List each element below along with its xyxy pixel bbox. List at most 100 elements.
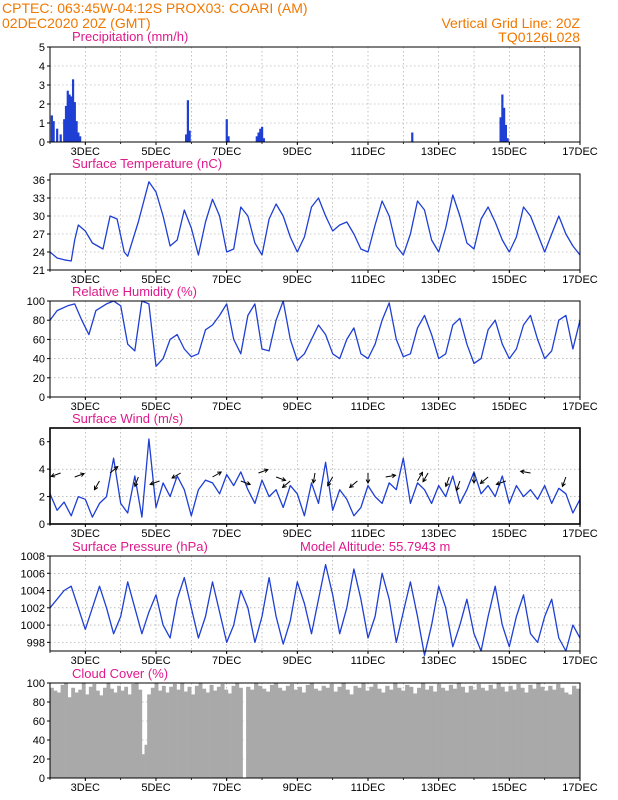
y-tick-label: 0 xyxy=(39,392,45,404)
y-tick-label: 0 xyxy=(39,773,45,785)
wind-arrow xyxy=(385,474,396,478)
cloud-bar xyxy=(484,690,489,778)
y-tick-label: 21 xyxy=(33,265,45,277)
cloud-bar xyxy=(301,692,307,778)
cloud-bar xyxy=(113,692,118,778)
cloud-bar xyxy=(281,690,287,778)
wind-arrow-head xyxy=(422,477,427,483)
precip-bar xyxy=(262,138,265,142)
cloud-bar xyxy=(564,692,569,778)
x-tick-label: 7DEC xyxy=(212,146,241,158)
x-tick-label: 13DEC xyxy=(421,782,457,794)
cloud-bar xyxy=(492,688,497,778)
x-tick-label: 9DEC xyxy=(283,655,312,667)
cloud-bar xyxy=(536,683,541,778)
wind-arrow xyxy=(349,480,358,488)
precip-bar xyxy=(59,134,62,142)
wind-arrow xyxy=(520,470,531,474)
precip-bar xyxy=(501,94,504,142)
x-tick-label: 3DEC xyxy=(71,274,100,286)
panel-4: 998 1000 1002 1004 1006 1008 3DEC 5DEC 7DEC 9DEC 1… xyxy=(21,551,598,667)
cloud-bar xyxy=(194,685,199,778)
wind-arrow-head xyxy=(391,473,397,479)
cloud-bar xyxy=(191,694,196,778)
cloud-bar xyxy=(464,692,469,778)
cloud-bar xyxy=(198,683,203,778)
x-tick-label: 3DEC xyxy=(71,655,100,667)
cloud-bar xyxy=(81,683,86,778)
cloud-bar xyxy=(349,694,354,778)
x-tick-label: 13DEC xyxy=(421,274,457,286)
y-tick-label: 100 xyxy=(27,296,45,308)
precip-bar xyxy=(188,130,191,142)
cloud-bar xyxy=(50,687,54,778)
cloud-bar xyxy=(265,691,271,778)
y-tick-label: 1000 xyxy=(21,620,45,632)
wind-arrow xyxy=(480,476,489,484)
wind-arrow-head xyxy=(113,465,119,471)
cloud-bar xyxy=(169,686,174,778)
wind-arrow-head xyxy=(479,479,485,485)
x-tick-label: 15DEC xyxy=(492,782,528,794)
cloud-bar xyxy=(297,686,303,778)
cloud-bar xyxy=(183,691,188,778)
cloud-bar xyxy=(325,687,330,778)
cloud-bar xyxy=(520,687,525,778)
y-tick-label: 6 xyxy=(39,437,45,449)
x-tick-label: 9DEC xyxy=(283,401,312,413)
wind-arrow xyxy=(74,473,85,478)
cloud-bar xyxy=(293,689,299,778)
cloud-bar xyxy=(64,683,68,778)
cloud-bar xyxy=(321,685,326,778)
cloud-bar xyxy=(141,754,145,778)
cloud-bar xyxy=(110,688,114,778)
cloud-bar xyxy=(428,685,434,778)
cloud-bar xyxy=(377,688,382,778)
wind-arrow-head xyxy=(471,479,477,485)
cloud-bar xyxy=(187,686,192,778)
cloud-bar xyxy=(468,685,473,778)
x-tick-label: 5DEC xyxy=(141,146,170,158)
wind-arrow-head xyxy=(50,473,56,478)
y-tick-label: 36 xyxy=(33,175,45,187)
precip-bar xyxy=(506,138,509,142)
cloud-bar xyxy=(361,683,366,778)
wind-arrow xyxy=(134,476,139,487)
cloud-bar xyxy=(147,694,152,778)
cloud-bar xyxy=(78,689,83,778)
cloud-bar xyxy=(124,686,129,778)
cloud-bar xyxy=(572,685,577,778)
wind-arrow-head xyxy=(519,469,525,475)
precip-bar xyxy=(503,107,506,142)
wind-arrow-head xyxy=(133,482,139,488)
wind-arrow-head xyxy=(246,481,252,486)
wind-arrow-head xyxy=(418,471,423,477)
precip-bar xyxy=(255,136,258,142)
cloud-bar xyxy=(345,689,350,778)
cloud-bar xyxy=(440,687,446,778)
wind-arrow-head xyxy=(93,485,99,491)
cloud-bar xyxy=(67,697,72,778)
wind-arrow-head xyxy=(281,477,287,482)
cloud-bar xyxy=(393,683,398,778)
y-tick-label: 27 xyxy=(33,229,45,241)
cloud-bar xyxy=(552,689,557,778)
precip-bar xyxy=(71,79,75,142)
cloud-bar xyxy=(254,683,259,778)
cloud-bar xyxy=(120,690,125,778)
wind-arrow-head xyxy=(455,486,460,492)
precip-bar xyxy=(261,126,264,142)
wind-arrow xyxy=(109,466,119,474)
cloud-bar xyxy=(369,686,374,778)
cloud-bar xyxy=(532,688,537,778)
precip-bar xyxy=(499,117,502,142)
cloud-bar xyxy=(409,686,414,778)
cloud-bar xyxy=(452,688,458,778)
cloud-bar xyxy=(480,687,485,778)
y-tick-label: 1006 xyxy=(21,568,45,580)
wind-arrow xyxy=(445,476,450,487)
x-tick-label: 5DEC xyxy=(141,401,170,413)
panel-frame xyxy=(49,173,581,271)
cloud-bar xyxy=(576,688,581,778)
